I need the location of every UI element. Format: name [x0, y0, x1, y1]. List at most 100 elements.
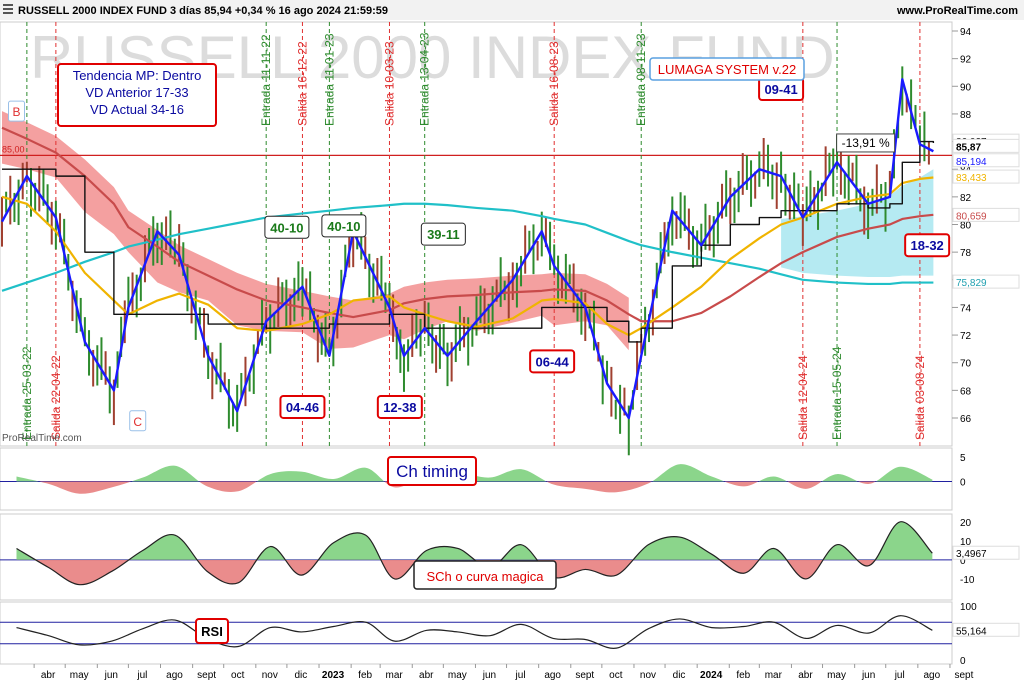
- cloud-red: [2, 111, 629, 351]
- x-tick-label: dic: [295, 670, 308, 681]
- sch-area-positive: [16, 521, 933, 560]
- rsi-title: RSI: [201, 624, 223, 639]
- sch-panel-frame: [0, 513, 953, 601]
- count-box-label: 12-38: [383, 400, 416, 415]
- x-tick-label: sept: [955, 670, 974, 681]
- level-line-label: 85,00: [2, 144, 25, 154]
- timing-ytick: 0: [960, 477, 966, 488]
- signal-label: Entrada 11-01-23: [322, 33, 336, 126]
- signal-label: Salida 10-03-23: [382, 41, 396, 126]
- sch-ytick: 0: [960, 556, 966, 567]
- rsi-ytick: 100: [960, 602, 977, 613]
- timing-area-negative: [16, 481, 933, 494]
- price-ytick-label: 74: [960, 303, 972, 314]
- signal-label: Salida 12-04-24: [796, 355, 810, 440]
- x-tick-label: oct: [231, 670, 245, 681]
- rsi-panel-frame: [0, 601, 953, 665]
- value-tag: 75,829: [956, 278, 987, 289]
- signal-label: Salida 03-08-24: [913, 355, 927, 440]
- x-tick-label: 2023: [322, 670, 345, 681]
- series-channel: [2, 140, 935, 343]
- sch-value-box: [952, 545, 1020, 560]
- value-tag: 83,433: [956, 173, 987, 184]
- x-tick-label: jul: [136, 670, 147, 681]
- letter-mark: C: [133, 415, 142, 429]
- price-ytick-label: 90: [960, 82, 972, 93]
- value-tag: 85,87: [956, 142, 981, 153]
- signal-label: Entrada 15-05-24: [830, 346, 844, 440]
- count-box-label: 09-41: [764, 82, 797, 97]
- sch-line: [16, 521, 933, 586]
- price-ytick-label: 92: [960, 55, 972, 66]
- rsi-line: [16, 615, 933, 649]
- x-tick-label: 2024: [700, 670, 723, 681]
- trend-line-1: Tendencia MP: Dentro: [73, 68, 202, 83]
- x-tick-label: mar: [765, 670, 783, 681]
- percent-label: -13,91 %: [842, 136, 890, 150]
- rsi-value: 55,164: [956, 626, 987, 637]
- x-tick-label: ago: [166, 670, 183, 681]
- x-tick-label: abr: [41, 670, 56, 681]
- x-tick-label: mar: [386, 670, 404, 681]
- rsi-ytick: 0: [960, 656, 966, 667]
- rsi-title-box: [195, 618, 229, 644]
- x-tick-label: feb: [358, 670, 372, 681]
- x-tick-label: may: [70, 670, 89, 681]
- x-tick-label: nov: [640, 670, 656, 681]
- x-tick-label: may: [448, 670, 467, 681]
- value-tag-box: [952, 207, 1020, 222]
- sch-ytick: -10: [960, 575, 975, 586]
- timing-title: Ch timing: [396, 462, 468, 481]
- timing-panel-frame: [0, 447, 953, 511]
- price-ytick-label: 88: [960, 110, 972, 121]
- count-box-label: 18-32: [911, 238, 944, 253]
- x-tick-label: dic: [673, 670, 686, 681]
- axis-layer: 666870727476788082848688909294abrmayjunj…: [33, 27, 1020, 681]
- oscillator-layer: Ch timing SCh o curva magica RSI: [0, 456, 952, 649]
- x-tick-label: jun: [861, 670, 875, 681]
- x-tick-label: may: [827, 670, 846, 681]
- value-tag: 85,194: [956, 157, 987, 168]
- timing-area-positive: [16, 464, 933, 482]
- series-ma-cyan: [1, 202, 934, 292]
- value-tag-box: [952, 274, 1020, 289]
- sch-ytick: 20: [960, 518, 972, 529]
- letter-mark-box: [8, 100, 26, 122]
- price-panel-frame: [0, 21, 953, 447]
- x-tick-label: jul: [515, 670, 526, 681]
- timing-title-box: [387, 456, 477, 486]
- signal-label: Salida 16-08-23: [547, 41, 561, 126]
- x-tick-label: sept: [197, 670, 216, 681]
- count-box-label: 04-46: [286, 400, 319, 415]
- price-ytick-label: 78: [960, 248, 972, 259]
- sch-value: 3,4967: [956, 549, 987, 560]
- x-tick-label: ago: [544, 670, 561, 681]
- price-ytick-label: 94: [960, 27, 972, 38]
- x-tick-label: jun: [482, 670, 496, 681]
- menu-icon[interactable]: [3, 4, 13, 14]
- count-box: [529, 349, 576, 374]
- rsi-value-box: [952, 622, 1020, 637]
- x-tick-label: jul: [894, 670, 905, 681]
- count-box: [264, 215, 310, 239]
- signal-label: Entrada 13-04-23: [418, 32, 432, 126]
- count-box-label: 40-10: [270, 220, 303, 235]
- sch-area-negative: [16, 559, 933, 585]
- letter-mark: B: [12, 105, 20, 119]
- count-box-label: 39-11: [427, 227, 460, 242]
- x-tick-label: sept: [575, 670, 594, 681]
- trend-line-2: VD Anterior 17-33: [85, 85, 188, 100]
- count-box: [376, 394, 423, 419]
- count-box: [904, 233, 951, 258]
- price-ytick-label: 68: [960, 386, 972, 397]
- count-box-label: 06-44: [536, 354, 570, 369]
- price-ytick-label: 80: [960, 221, 972, 232]
- chart-title: RUSSELL 2000 INDEX FUND 3 días 85,94 +0,…: [18, 5, 388, 17]
- price-ytick-label: 70: [960, 359, 972, 370]
- value-tag-box: [952, 138, 1020, 153]
- prorealtime-label: ProRealTime.com: [2, 433, 82, 444]
- letter-mark-box: [129, 410, 147, 432]
- price-ytick-label: 72: [960, 331, 972, 342]
- signal-label: Entrada 11-11-22: [259, 34, 273, 126]
